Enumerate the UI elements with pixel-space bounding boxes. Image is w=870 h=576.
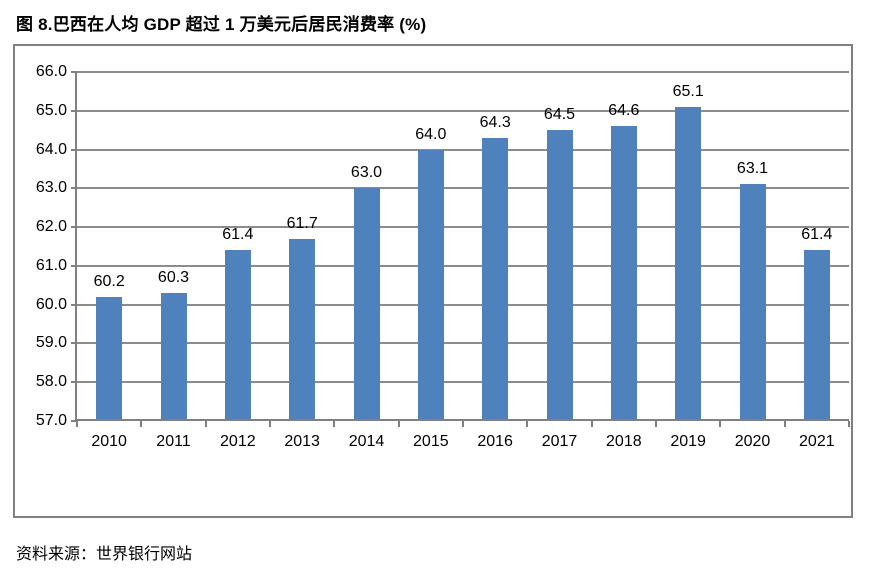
y-tick-label: 57.0: [35, 412, 67, 429]
x-axis-tick: [269, 421, 271, 427]
bar-value-label: 64.5: [543, 106, 576, 124]
x-tick-label: 2019: [670, 433, 706, 450]
bar: [417, 149, 444, 419]
y-tick-label: 64.0: [35, 140, 67, 158]
y-tick-label: 63.0: [35, 179, 67, 197]
y-axis-tick: [71, 381, 77, 384]
gridline: [77, 342, 849, 345]
chart-frame: 57.0 58.0 59.0 60.0 61.0 62.0 63.0 64.0 65.0 66.0…: [13, 44, 853, 518]
x-axis-tick: [462, 421, 464, 427]
y-tick-label: 60.0: [35, 295, 67, 313]
bar-value-label: 65.1: [672, 82, 704, 100]
x-tick-label: 2012: [220, 433, 256, 450]
x-tick-label: 2010: [91, 433, 127, 450]
x-axis-tick: [655, 421, 657, 427]
gridline: [77, 303, 849, 306]
x-axis-tick: [397, 421, 400, 427]
bar-value-label: 60.3: [157, 269, 190, 287]
y-axis-tick: [71, 226, 77, 229]
y-axis-tick: [71, 303, 77, 306]
x-axis-tick: [848, 421, 850, 427]
y-tick-label: 61.0: [35, 256, 67, 274]
x-axis-tick: [204, 421, 207, 427]
y-axis-tick: [71, 264, 77, 267]
bar-value-label: 60.2: [93, 272, 125, 290]
x-axis-tick: [526, 421, 529, 427]
y-axis-tick: [71, 148, 77, 151]
y-axis-tick: [71, 71, 77, 73]
y-tick-label: 59.0: [35, 334, 67, 352]
y-axis-tick: [71, 342, 77, 345]
chart-title: 图 8.巴西在人均 GDP 超过 1 万美元后居民消费率 (%): [16, 15, 427, 34]
x-axis-tick: [590, 421, 593, 427]
bar: [160, 293, 187, 419]
gridline: [77, 226, 849, 229]
bar-value-label: 64.0: [415, 125, 447, 143]
x-tick-label: 2016: [477, 433, 513, 450]
y-axis-tick: [71, 420, 77, 422]
bar: [610, 126, 637, 419]
bar: [803, 250, 830, 419]
y-axis-tick: [71, 109, 77, 112]
bar-value-label: 63.1: [736, 160, 769, 178]
y-tick-label: 58.0: [35, 373, 67, 391]
gridline: [77, 381, 849, 384]
bar-value-label: 64.6: [608, 102, 640, 120]
x-tick-label: 2015: [413, 433, 449, 450]
gridline: [77, 148, 849, 151]
x-axis-tick: [76, 421, 78, 427]
bar: [353, 188, 380, 419]
gridline: [77, 264, 849, 267]
x-tick-label: 2020: [734, 433, 771, 450]
bar: [289, 238, 316, 419]
source-note: 资料来源：世界银行网站: [16, 546, 193, 563]
y-tick-label: 65.0: [35, 101, 67, 119]
bar: [482, 137, 509, 419]
y-axis-tick: [71, 187, 77, 190]
gridline: [77, 109, 849, 112]
x-axis-tick: [719, 421, 722, 427]
x-axis-tick: [783, 421, 786, 427]
x-axis-tick: [333, 421, 336, 427]
x-tick-label: 2013: [284, 433, 320, 450]
bar: [546, 130, 573, 419]
bar-value-label: 61.4: [222, 226, 254, 244]
bar-value-label: 63.0: [350, 164, 383, 182]
x-tick-label: 2017: [541, 433, 578, 450]
bar: [224, 250, 251, 419]
x-tick-label: 2014: [348, 433, 385, 450]
x-axis-line: [75, 419, 849, 421]
x-axis-tick: [140, 421, 143, 427]
bar-chart-plot-area: 57.0 58.0 59.0 60.0 61.0 62.0 63.0 64.0 65.0 66.0…: [15, 46, 851, 516]
bar-value-label: 64.3: [479, 113, 511, 131]
gridline: [77, 71, 849, 73]
bar: [96, 296, 123, 419]
x-tick-label: 2021: [799, 433, 835, 450]
y-axis-line: [75, 71, 77, 421]
y-tick-label: 62.0: [35, 218, 67, 236]
x-tick-label: 2011: [156, 433, 191, 450]
x-tick-label: 2018: [606, 433, 642, 450]
y-tick-label: 66.0: [35, 63, 67, 80]
bar-value-label: 61.4: [801, 226, 833, 244]
bar: [739, 184, 766, 419]
bar-value-label: 61.7: [286, 214, 318, 232]
bar: [675, 106, 702, 419]
gridline: [77, 187, 849, 190]
